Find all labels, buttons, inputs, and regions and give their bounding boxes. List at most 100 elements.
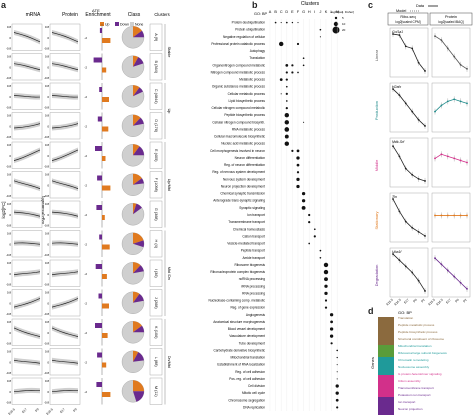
protein-point (453, 275, 456, 278)
legend-swatch-none (130, 22, 134, 26)
mrna-mean-line (13, 123, 41, 129)
gene-label: Col1a1 (392, 30, 403, 34)
mrna-band (14, 61, 40, 73)
panel-a-figure: mRNA Protein Enrichment Class Clusters log2[F… (1, 8, 266, 416)
go-dot (296, 163, 300, 167)
panel-a-letter: a (1, 0, 7, 10)
x-tick-label: P0 (454, 298, 460, 304)
go-term-label: Professional protein catabolic process (211, 42, 265, 46)
go-term-label: Cell division (248, 384, 265, 388)
legend-dot (333, 21, 339, 27)
enrichment-tick: -2 (84, 242, 87, 246)
go-term-label: Chromosome segregation (228, 398, 265, 402)
enrichment-bar-down (97, 352, 102, 358)
go-dot (280, 93, 282, 95)
pattern-label: Middle (374, 159, 379, 172)
protein-mean-line (51, 327, 79, 337)
go-dot (303, 121, 305, 123)
ribo-plot-frame (389, 27, 429, 78)
go-term-label: Nitrogen compound metabolic process (211, 70, 266, 74)
protein-tick: 0 (47, 65, 49, 69)
go-dot (291, 64, 294, 67)
cluster-label: G (368) (154, 208, 158, 222)
protein-point (446, 214, 449, 217)
mrna-tick: 0.8 (7, 232, 12, 236)
enrichment-header: Enrichment (85, 12, 111, 18)
go-term-label: Negative regulation of cellular (223, 35, 266, 39)
ribo-point (424, 235, 426, 237)
go-dot (291, 21, 294, 24)
go-term-label: Nucleic acid metabolic process (221, 142, 265, 146)
go-dot (285, 71, 288, 74)
protein-point (459, 281, 462, 284)
go-term-label: Reg. of gene expression (230, 306, 265, 310)
go-dot (324, 299, 328, 302)
protein-mean-line (51, 149, 79, 161)
enrichment-bar-up (102, 156, 106, 161)
mrna-band (14, 121, 40, 131)
panel-d-letter: d (368, 306, 374, 316)
cluster-label: B (364) (154, 61, 158, 74)
legend-size-label: 20 (342, 28, 346, 32)
go-term-label: DNA replication (243, 405, 265, 409)
col1-subtitle: log2[scaled CPM] (396, 20, 421, 24)
protein-band (52, 61, 78, 73)
go-dot (329, 327, 334, 331)
enrichment-bar-up (102, 333, 108, 338)
x-tick-label: E15.5 (427, 298, 436, 307)
protein-tick: -0.8 (44, 224, 50, 228)
protein-point (446, 269, 449, 272)
legend-label-down: Down (120, 23, 129, 27)
legend-dot (334, 16, 338, 20)
mrna-band (14, 295, 40, 310)
cluster-label-box (149, 23, 163, 51)
class-pie-down (133, 87, 143, 97)
go-term: Chromatin remodeling (398, 358, 429, 362)
mrna-mean-line (13, 390, 41, 393)
ribo-point (404, 220, 407, 223)
ribo-point (424, 70, 426, 72)
go-term-label: Translation (249, 56, 265, 60)
pattern-label: Degradation (374, 265, 379, 287)
cluster-label-box (149, 259, 163, 287)
class-pie-up (133, 380, 144, 392)
x-tick-label: P0 (34, 407, 40, 413)
enrichment-tick: -2 (84, 301, 87, 305)
protein-line (434, 257, 468, 290)
enrichment-bar-up (102, 67, 107, 73)
pattern-label: Stationary (374, 211, 379, 229)
mrna-tick: -0.8 (6, 371, 12, 375)
enrichment-tick: -2 (84, 213, 87, 217)
go-dot (285, 100, 288, 102)
go-dot (335, 398, 339, 402)
go-dot (296, 42, 300, 46)
class-header: Class (128, 12, 141, 18)
protein-tick: -0.8 (44, 194, 50, 198)
go-dot (324, 284, 328, 288)
go-dot (285, 85, 288, 88)
x-tick-label: E15.5 (7, 407, 16, 416)
class-pie-down (133, 265, 144, 274)
protein-band (52, 121, 78, 131)
protein-point (440, 39, 443, 42)
cluster-column-header: A (269, 10, 272, 14)
x-tick-label: P2 (462, 298, 468, 304)
ribo-point (417, 279, 420, 282)
ribo-point (417, 118, 420, 121)
protein-plot-frame (431, 137, 471, 188)
mrna-mean-line (13, 298, 41, 308)
protein-tick: 0 (47, 272, 49, 276)
legend-title: -log10[adj. Fisher] (330, 10, 354, 14)
class-pie-down (133, 117, 144, 126)
protein-mean-line (51, 180, 79, 189)
go-dot (285, 63, 289, 67)
x-tick-label: E17 (403, 298, 410, 305)
protein-header: Protein (62, 12, 78, 18)
protein-mean-line (51, 271, 79, 276)
genes-axis-label: Genes (370, 357, 375, 369)
gene-label: Uba1f (392, 250, 402, 254)
go-dot (336, 406, 339, 409)
go-term-label: RNA processing (242, 291, 265, 295)
class-pie-up (133, 55, 139, 67)
class-pie-up (133, 26, 142, 38)
